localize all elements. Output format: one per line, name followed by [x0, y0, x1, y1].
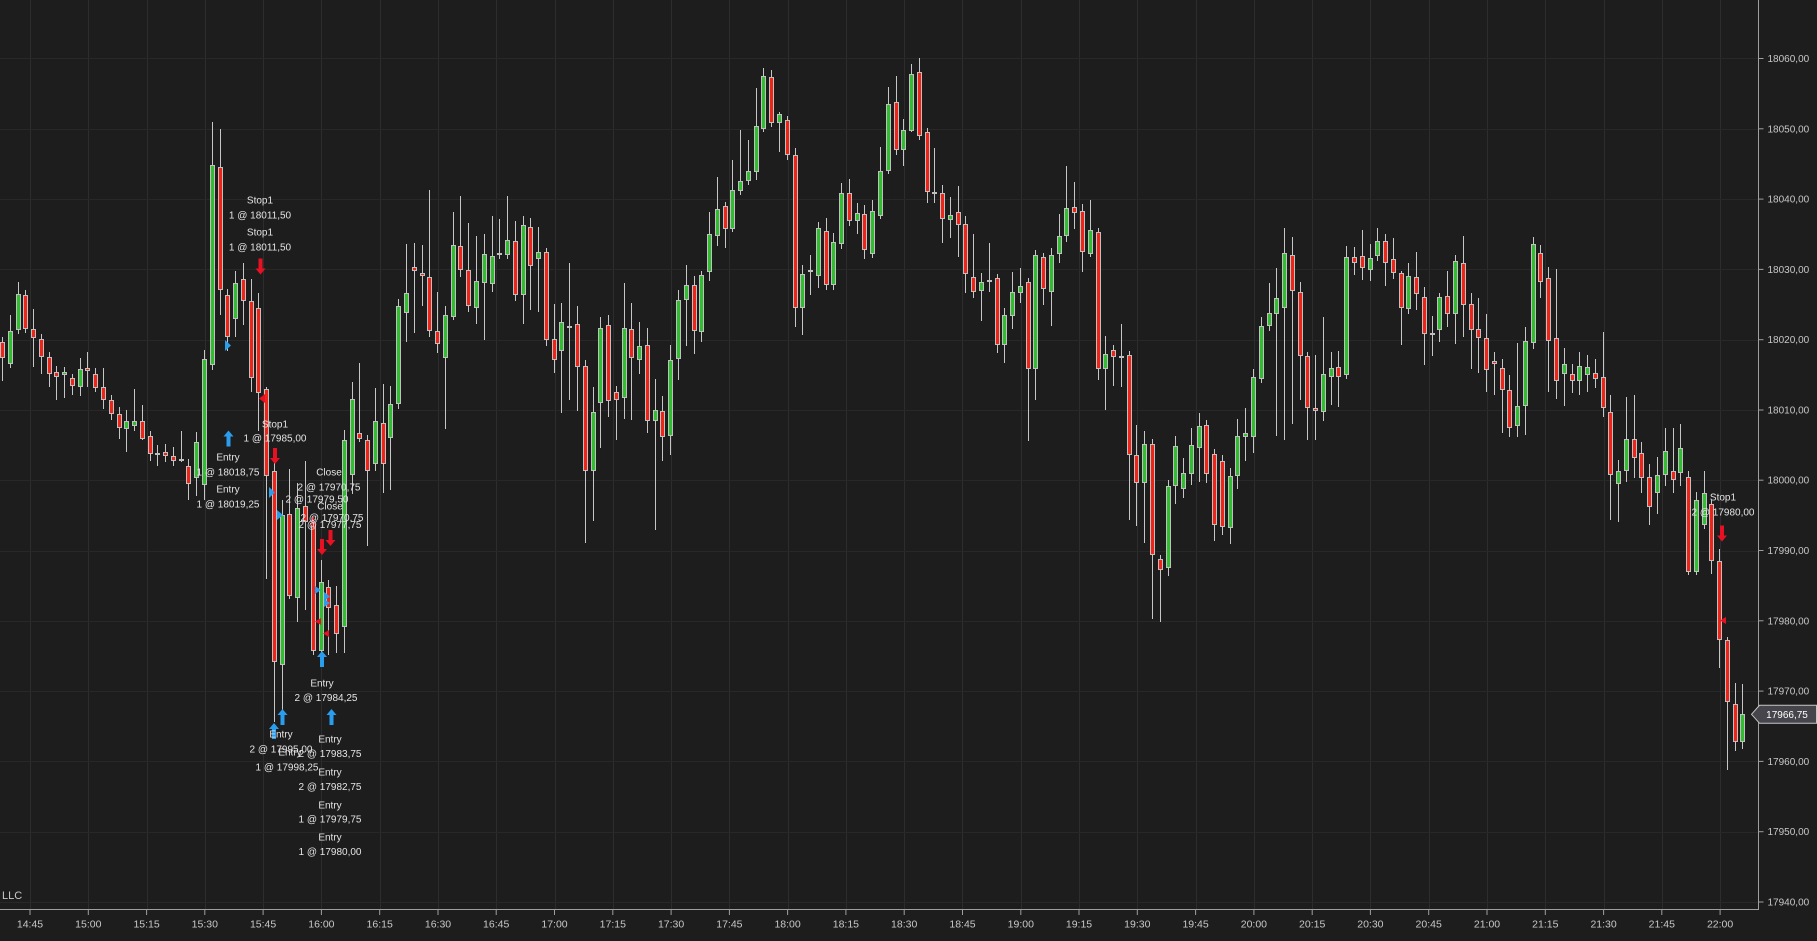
svg-text:17966,75: 17966,75	[1766, 710, 1808, 721]
svg-text:21:15: 21:15	[1532, 919, 1558, 931]
svg-text:22:00: 22:00	[1707, 919, 1733, 931]
svg-text:Entry: Entry	[278, 748, 301, 759]
svg-text:18:30: 18:30	[891, 919, 917, 931]
svg-text:17980,00: 17980,00	[1768, 616, 1810, 627]
svg-text:21:45: 21:45	[1649, 919, 1675, 931]
svg-text:19:30: 19:30	[1124, 919, 1150, 931]
svg-text:17:15: 17:15	[600, 919, 626, 931]
svg-text:Entry: Entry	[318, 833, 341, 844]
svg-text:Entry: Entry	[318, 768, 341, 779]
svg-text:Stop1: Stop1	[247, 196, 274, 207]
svg-text:Entry: Entry	[318, 801, 341, 812]
svg-text:1 @ 18011,50: 1 @ 18011,50	[229, 211, 292, 222]
svg-text:15:15: 15:15	[133, 919, 159, 931]
svg-text:2 @ 17995,00: 2 @ 17995,00	[250, 745, 313, 756]
svg-text:20:00: 20:00	[1241, 919, 1267, 931]
svg-text:1 @ 18019,25: 1 @ 18019,25	[197, 500, 260, 511]
svg-text:14:45: 14:45	[17, 919, 43, 931]
svg-text:Close: Close	[317, 502, 343, 513]
svg-text:2 @ 17977,75: 2 @ 17977,75	[299, 520, 362, 531]
svg-text:18010,00: 18010,00	[1768, 406, 1810, 417]
svg-text:Entry: Entry	[216, 485, 239, 496]
svg-text:LLC: LLC	[2, 890, 22, 902]
svg-text:1 @ 17985,00: 1 @ 17985,00	[244, 434, 307, 445]
svg-text:Stop1: Stop1	[1710, 493, 1737, 504]
svg-text:17990,00: 17990,00	[1768, 546, 1810, 557]
svg-text:17950,00: 17950,00	[1768, 827, 1810, 838]
svg-text:2 @ 17984,25: 2 @ 17984,25	[295, 693, 358, 704]
svg-text:2 @ 17983,75: 2 @ 17983,75	[299, 749, 362, 760]
svg-text:18:45: 18:45	[949, 919, 975, 931]
svg-text:Entry: Entry	[269, 730, 292, 741]
svg-text:18020,00: 18020,00	[1768, 335, 1810, 346]
svg-text:1 @ 18011,50: 1 @ 18011,50	[229, 243, 292, 254]
svg-text:1 @ 18018,75: 1 @ 18018,75	[197, 468, 260, 479]
svg-text:15:00: 15:00	[75, 919, 101, 931]
svg-text:15:45: 15:45	[250, 919, 276, 931]
svg-text:18040,00: 18040,00	[1768, 195, 1810, 206]
svg-text:17940,00: 17940,00	[1768, 898, 1810, 909]
svg-text:2 @ 17970,75: 2 @ 17970,75	[298, 483, 361, 494]
svg-text:17:00: 17:00	[541, 919, 567, 931]
svg-text:16:15: 16:15	[367, 919, 393, 931]
svg-text:Entry: Entry	[310, 679, 333, 690]
svg-text:2 @ 17980,00: 2 @ 17980,00	[1692, 508, 1755, 519]
svg-text:2 @ 17982,75: 2 @ 17982,75	[299, 782, 362, 793]
svg-text:21:30: 21:30	[1590, 919, 1616, 931]
svg-text:17:30: 17:30	[658, 919, 684, 931]
svg-text:19:00: 19:00	[1008, 919, 1034, 931]
svg-text:2 @ 17970,75: 2 @ 17970,75	[301, 513, 364, 524]
svg-text:20:45: 20:45	[1416, 919, 1442, 931]
svg-text:18:15: 18:15	[833, 919, 859, 931]
svg-text:Close: Close	[316, 468, 342, 479]
svg-text:17960,00: 17960,00	[1768, 757, 1810, 768]
svg-text:18000,00: 18000,00	[1768, 476, 1810, 487]
svg-text:15:30: 15:30	[192, 919, 218, 931]
svg-text:16:45: 16:45	[483, 919, 509, 931]
svg-text:16:00: 16:00	[308, 919, 334, 931]
svg-text:2 @ 17979,50: 2 @ 17979,50	[286, 495, 349, 506]
svg-text:16:30: 16:30	[425, 919, 451, 931]
svg-text:18030,00: 18030,00	[1768, 265, 1810, 276]
svg-text:17970,00: 17970,00	[1768, 687, 1810, 698]
svg-text:Stop1: Stop1	[247, 228, 274, 239]
svg-text:18050,00: 18050,00	[1768, 124, 1810, 135]
svg-text:1 @ 17979,75: 1 @ 17979,75	[299, 815, 362, 826]
svg-text:21:00: 21:00	[1474, 919, 1500, 931]
svg-text:19:15: 19:15	[1066, 919, 1092, 931]
svg-text:20:30: 20:30	[1357, 919, 1383, 931]
svg-text:Entry: Entry	[216, 453, 239, 464]
svg-text:1 @ 17980,00: 1 @ 17980,00	[299, 847, 362, 858]
svg-text:Entry: Entry	[318, 735, 341, 746]
svg-text:18060,00: 18060,00	[1768, 54, 1810, 65]
svg-text:1 @ 17998,25: 1 @ 17998,25	[256, 763, 319, 774]
svg-text:20:15: 20:15	[1299, 919, 1325, 931]
svg-text:Stop1: Stop1	[262, 420, 289, 431]
svg-text:18:00: 18:00	[774, 919, 800, 931]
svg-text:19:45: 19:45	[1182, 919, 1208, 931]
svg-text:17:45: 17:45	[716, 919, 742, 931]
